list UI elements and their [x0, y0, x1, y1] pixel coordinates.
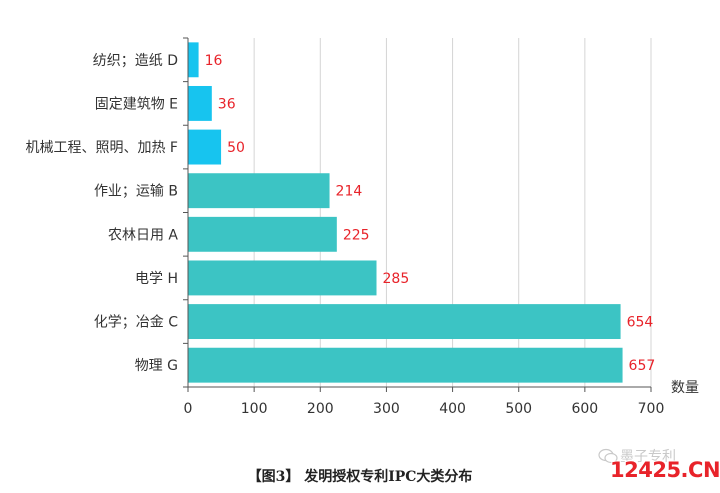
y-tick-label: 作业；运输 B — [94, 184, 178, 200]
data-label: 654 — [627, 315, 654, 331]
data-label: 225 — [343, 227, 370, 243]
watermark-top-text: 墨子专利 — [620, 449, 676, 465]
x-tick-label: 100 — [241, 401, 268, 417]
x-tick-label: 200 — [307, 401, 334, 417]
x-tick-label: 700 — [638, 401, 665, 417]
data-label: 285 — [383, 271, 410, 287]
x-tick-label: 400 — [439, 401, 466, 417]
data-label: 36 — [218, 96, 236, 112]
bar — [188, 42, 199, 78]
bars: 16 36 50 214 225 285 654 657 — [188, 42, 656, 383]
watermark-main-text: 12425.CN — [610, 458, 720, 482]
bar — [188, 304, 621, 340]
axes: 0 100 200 300 400 500 600 700 纺织；造纸 D 固定建筑物 E 机械工程… — [25, 37, 665, 417]
y-tick-label: 农林日用 A — [108, 227, 178, 243]
bar — [188, 173, 330, 209]
y-tick-label: 纺织；造纸 D — [93, 53, 178, 69]
data-label: 657 — [629, 358, 656, 374]
data-label: 16 — [205, 53, 223, 69]
bar — [188, 216, 337, 252]
y-tick-label: 机械工程、照明、加热 F — [25, 140, 178, 156]
watermark: 墨子专利 12425.CN — [598, 446, 720, 486]
x-tick-label: 600 — [571, 401, 598, 417]
grid-lines — [253, 38, 652, 387]
data-label: 214 — [336, 184, 363, 200]
y-tick-label: 化学；冶金 C — [94, 315, 178, 331]
bar — [188, 85, 212, 121]
bar-chart: 16 36 50 214 225 285 654 657 0 100 200 300 400 500 60… — [25, 37, 699, 417]
bar — [188, 129, 222, 165]
bar — [188, 260, 377, 296]
figure-caption: 【图3】 发明授权专利IPC大类分布 — [247, 469, 473, 485]
y-tick-label: 电学 H — [135, 271, 178, 287]
wechat-icon — [598, 448, 618, 464]
x-tick-label: 500 — [505, 401, 532, 417]
x-tick-label: 0 — [184, 401, 193, 417]
y-tick-label: 固定建筑物 E — [95, 96, 178, 112]
x-axis-label: 数量 — [671, 380, 699, 396]
y-tick-label: 物理 G — [135, 358, 178, 374]
x-tick-label: 300 — [373, 401, 400, 417]
bar — [188, 347, 623, 383]
data-label: 50 — [227, 140, 245, 156]
